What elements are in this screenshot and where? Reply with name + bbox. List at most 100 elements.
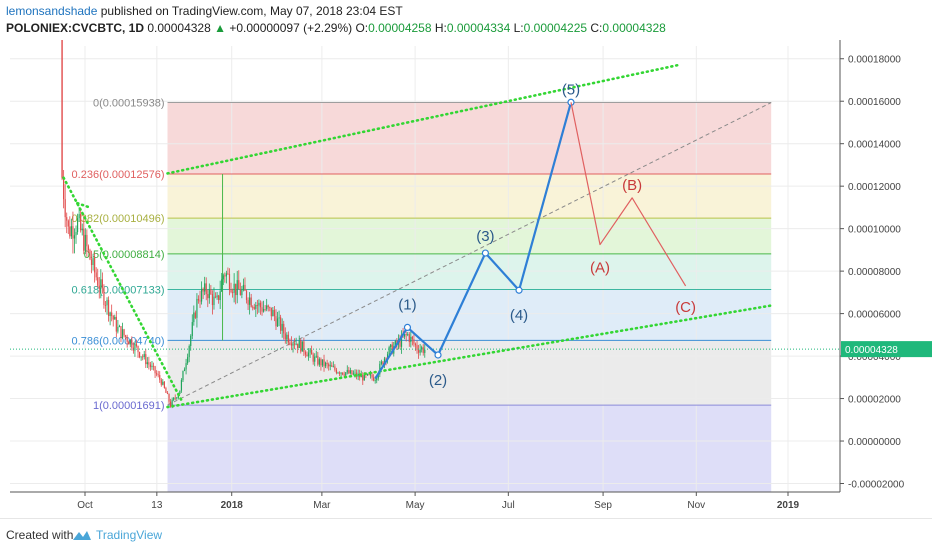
candle-body xyxy=(107,299,110,317)
candle-body xyxy=(335,369,338,374)
candle-body xyxy=(250,297,252,307)
candle-body xyxy=(379,363,381,375)
low-value: 0.00004225 xyxy=(523,21,588,35)
candle-body xyxy=(67,220,69,227)
wave-point xyxy=(434,351,442,359)
candle-body xyxy=(137,345,139,353)
candle-body xyxy=(276,318,279,327)
candle-body xyxy=(213,296,215,306)
corrective-wave-label: (B) xyxy=(622,177,642,194)
y-tick-label: 0.00004000 xyxy=(848,352,901,363)
candle-body xyxy=(400,334,403,347)
candle-body xyxy=(329,365,331,367)
candle-body xyxy=(399,339,401,347)
lower-channel-trendline xyxy=(166,304,773,409)
candle-body xyxy=(80,214,82,231)
candle-body xyxy=(287,334,289,343)
candle-body xyxy=(371,374,373,378)
candle-body xyxy=(306,354,308,357)
symbol-label: POLONIEX:CVCBTC, 1D xyxy=(6,21,145,35)
fib-zone xyxy=(167,289,772,341)
candle-body xyxy=(262,309,265,312)
candle-body xyxy=(351,370,353,375)
candle-body xyxy=(224,275,226,277)
candle-body xyxy=(414,343,417,346)
candle-body xyxy=(211,294,214,306)
candle-body xyxy=(407,334,409,336)
candle-body xyxy=(289,342,291,344)
candle-body xyxy=(331,365,333,367)
candle-body xyxy=(228,273,231,290)
candle-body xyxy=(163,381,165,388)
candle-body xyxy=(78,214,80,219)
candle-body xyxy=(266,305,268,310)
candle-body xyxy=(311,349,313,355)
fib-levels: 0(0.00015938) 0.236(0.00012576) 0.382(0.00… xyxy=(72,98,772,412)
x-tick-label: Nov xyxy=(687,500,705,511)
candle-body xyxy=(95,272,97,278)
candle-body xyxy=(180,380,183,391)
candle-body xyxy=(90,259,93,266)
candle-body xyxy=(417,350,420,353)
candle-body xyxy=(247,300,249,305)
candle-body xyxy=(314,356,316,362)
candle-body xyxy=(162,381,164,385)
candle-body xyxy=(317,355,319,365)
candle-body xyxy=(202,288,204,292)
price-chart[interactable]: 0(0.00015938) 0.236(0.00012576) 0.382(0.00… xyxy=(0,40,932,518)
candle-body xyxy=(176,397,178,399)
candle-body xyxy=(138,352,141,358)
y-tick-label: 0.00008000 xyxy=(848,267,901,278)
candle-body xyxy=(185,363,187,370)
candle-body xyxy=(111,312,113,316)
candle-body xyxy=(281,323,283,331)
x-tick-label: Mar xyxy=(313,500,331,511)
candle-body xyxy=(422,347,424,353)
fib-zone xyxy=(167,340,772,406)
fib-level-label: 1(0.00001691) xyxy=(93,400,165,412)
candle-body xyxy=(66,217,68,221)
candle-body xyxy=(312,354,314,362)
candle-body xyxy=(284,333,286,340)
candle-body xyxy=(278,317,280,319)
candle-body xyxy=(245,290,248,301)
impulse-wave-label: (3) xyxy=(476,228,494,245)
candle-body xyxy=(104,304,107,306)
candle-body xyxy=(256,304,258,306)
candle-body xyxy=(404,334,406,337)
candle-body xyxy=(368,373,370,375)
candle-body xyxy=(199,300,201,302)
candle-body xyxy=(210,289,212,295)
impulse-wave-line xyxy=(374,101,573,379)
tradingview-brand[interactable]: TradingView xyxy=(96,528,163,542)
x-tick-label: 2019 xyxy=(777,500,800,511)
tradingview-logo-icon[interactable] xyxy=(72,529,92,541)
candle-body xyxy=(121,329,124,338)
candle-body xyxy=(391,344,393,354)
candle-body xyxy=(134,343,136,351)
published-text: published on TradingView.com, May 07, 20… xyxy=(97,4,403,18)
candle-body xyxy=(326,362,328,365)
candle-body xyxy=(252,306,254,308)
candle-body xyxy=(410,336,412,343)
candle-body xyxy=(168,394,170,402)
change-value: +0.00000097 (+2.29%) xyxy=(229,21,353,35)
footer: Created with TradingView xyxy=(0,518,932,551)
candle-body xyxy=(297,343,299,349)
author-link[interactable]: lemonsandshade xyxy=(6,4,98,18)
candle-body xyxy=(128,341,130,345)
candle-body xyxy=(69,226,71,237)
fib-zone xyxy=(167,173,772,219)
candle-body xyxy=(388,347,390,355)
candle-body xyxy=(86,234,88,247)
candle-body xyxy=(73,235,76,239)
candle-body xyxy=(269,307,271,309)
candle-body xyxy=(200,288,203,302)
candle-body xyxy=(280,317,282,331)
last-price: 0.00004328 xyxy=(147,21,211,35)
grid-lines xyxy=(10,46,840,492)
candle-body xyxy=(267,305,269,308)
candle-body xyxy=(283,323,285,334)
candle-body xyxy=(106,299,108,306)
candle-body xyxy=(205,283,207,295)
